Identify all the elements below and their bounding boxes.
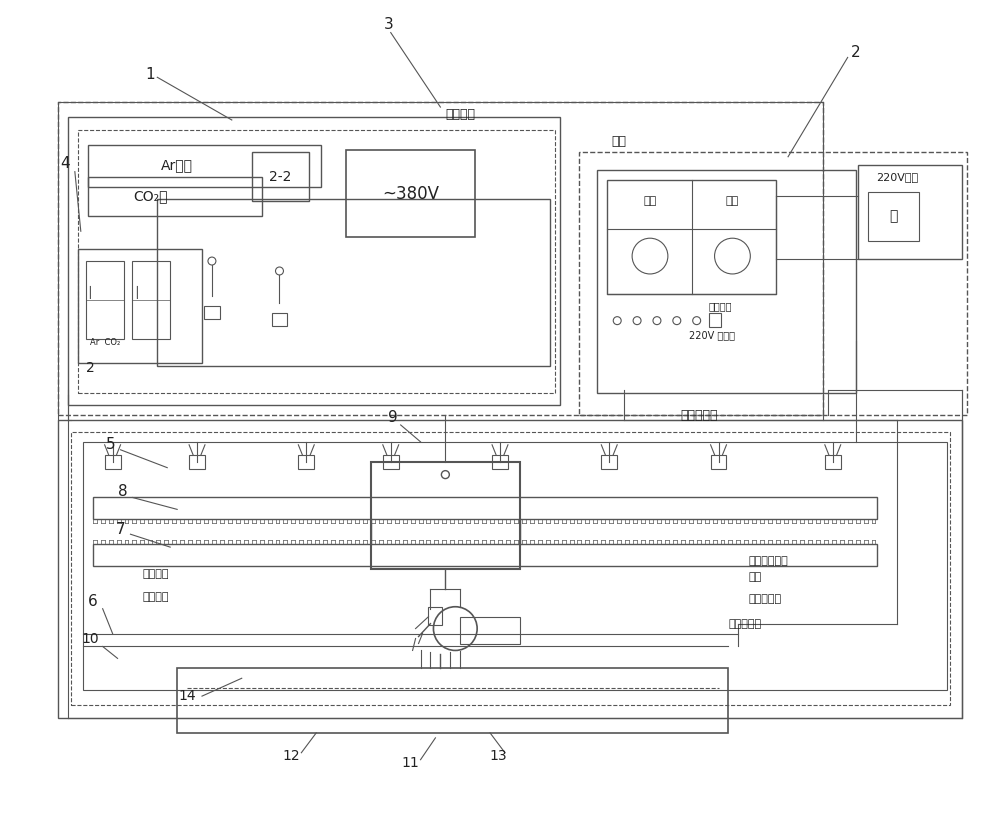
Bar <box>86 261 124 338</box>
Bar <box>868 191 919 241</box>
Text: │: │ <box>86 286 93 300</box>
Bar <box>272 312 287 326</box>
Bar <box>204 306 220 319</box>
Bar <box>825 455 841 468</box>
Bar <box>132 261 170 338</box>
Bar <box>88 144 321 186</box>
Bar <box>83 442 947 691</box>
Bar <box>579 152 967 415</box>
Text: 电流: 电流 <box>643 196 657 206</box>
Bar <box>78 249 202 363</box>
Text: 2: 2 <box>86 362 95 375</box>
Text: 7: 7 <box>116 522 125 537</box>
Text: 3: 3 <box>384 18 394 32</box>
Text: Ar追气: Ar追气 <box>161 159 193 173</box>
Bar <box>252 152 309 201</box>
Text: Ar  CO₂: Ar CO₂ <box>90 338 120 347</box>
Text: 9: 9 <box>388 411 398 426</box>
Bar <box>346 149 475 237</box>
Bar <box>93 498 877 519</box>
Bar <box>492 455 508 468</box>
Text: 气带: 气带 <box>748 572 762 582</box>
Bar <box>68 117 560 405</box>
Text: 5: 5 <box>106 438 115 453</box>
Bar <box>371 462 520 569</box>
Bar <box>428 607 442 625</box>
Bar <box>88 177 262 216</box>
Text: CO₂气: CO₂气 <box>133 190 168 204</box>
Text: 10: 10 <box>82 631 100 645</box>
Text: 220V 电源线: 220V 电源线 <box>689 331 735 341</box>
Text: 送丝机控制线: 送丝机控制线 <box>748 556 788 566</box>
Text: 电压: 电压 <box>726 196 739 206</box>
Text: 4: 4 <box>60 156 70 171</box>
Text: 8: 8 <box>118 484 127 499</box>
Text: 6: 6 <box>88 595 98 610</box>
Bar <box>58 102 823 415</box>
Text: 13: 13 <box>489 749 507 762</box>
Bar <box>597 170 856 393</box>
Text: 220V开关: 220V开关 <box>876 172 918 182</box>
Bar <box>189 455 205 468</box>
Text: 焊接把线: 焊接把线 <box>142 569 169 579</box>
Text: 2: 2 <box>851 45 860 60</box>
Bar <box>78 130 555 393</box>
Bar <box>58 420 962 718</box>
Bar <box>298 455 314 468</box>
Text: 主控制线: 主控制线 <box>445 108 475 120</box>
Text: ~380V: ~380V <box>382 185 439 203</box>
Text: 小车控制线: 小车控制线 <box>680 408 717 422</box>
Text: 2-2: 2-2 <box>269 170 292 184</box>
Bar <box>93 544 877 566</box>
Bar <box>177 668 728 733</box>
Text: 航空插头: 航空插头 <box>709 301 732 311</box>
Text: 电压反馈线: 电压反馈线 <box>728 619 762 629</box>
Text: 14: 14 <box>178 689 196 703</box>
Bar <box>711 455 726 468</box>
Text: 11: 11 <box>402 756 419 770</box>
Text: 1: 1 <box>146 67 155 82</box>
Text: 电压反馈线: 电压反馈线 <box>748 594 781 604</box>
Text: │: │ <box>133 286 140 300</box>
Bar <box>858 164 962 259</box>
Text: 焊接地线: 焊接地线 <box>142 592 169 602</box>
Bar <box>601 455 617 468</box>
Bar <box>157 200 550 367</box>
Bar <box>607 180 776 294</box>
Bar <box>709 312 721 326</box>
Text: 口: 口 <box>889 210 898 223</box>
Bar <box>383 455 399 468</box>
Bar <box>460 617 520 645</box>
Bar <box>71 432 950 705</box>
Bar <box>105 455 121 468</box>
Text: 12: 12 <box>283 749 300 762</box>
Text: 气带: 气带 <box>612 135 627 149</box>
